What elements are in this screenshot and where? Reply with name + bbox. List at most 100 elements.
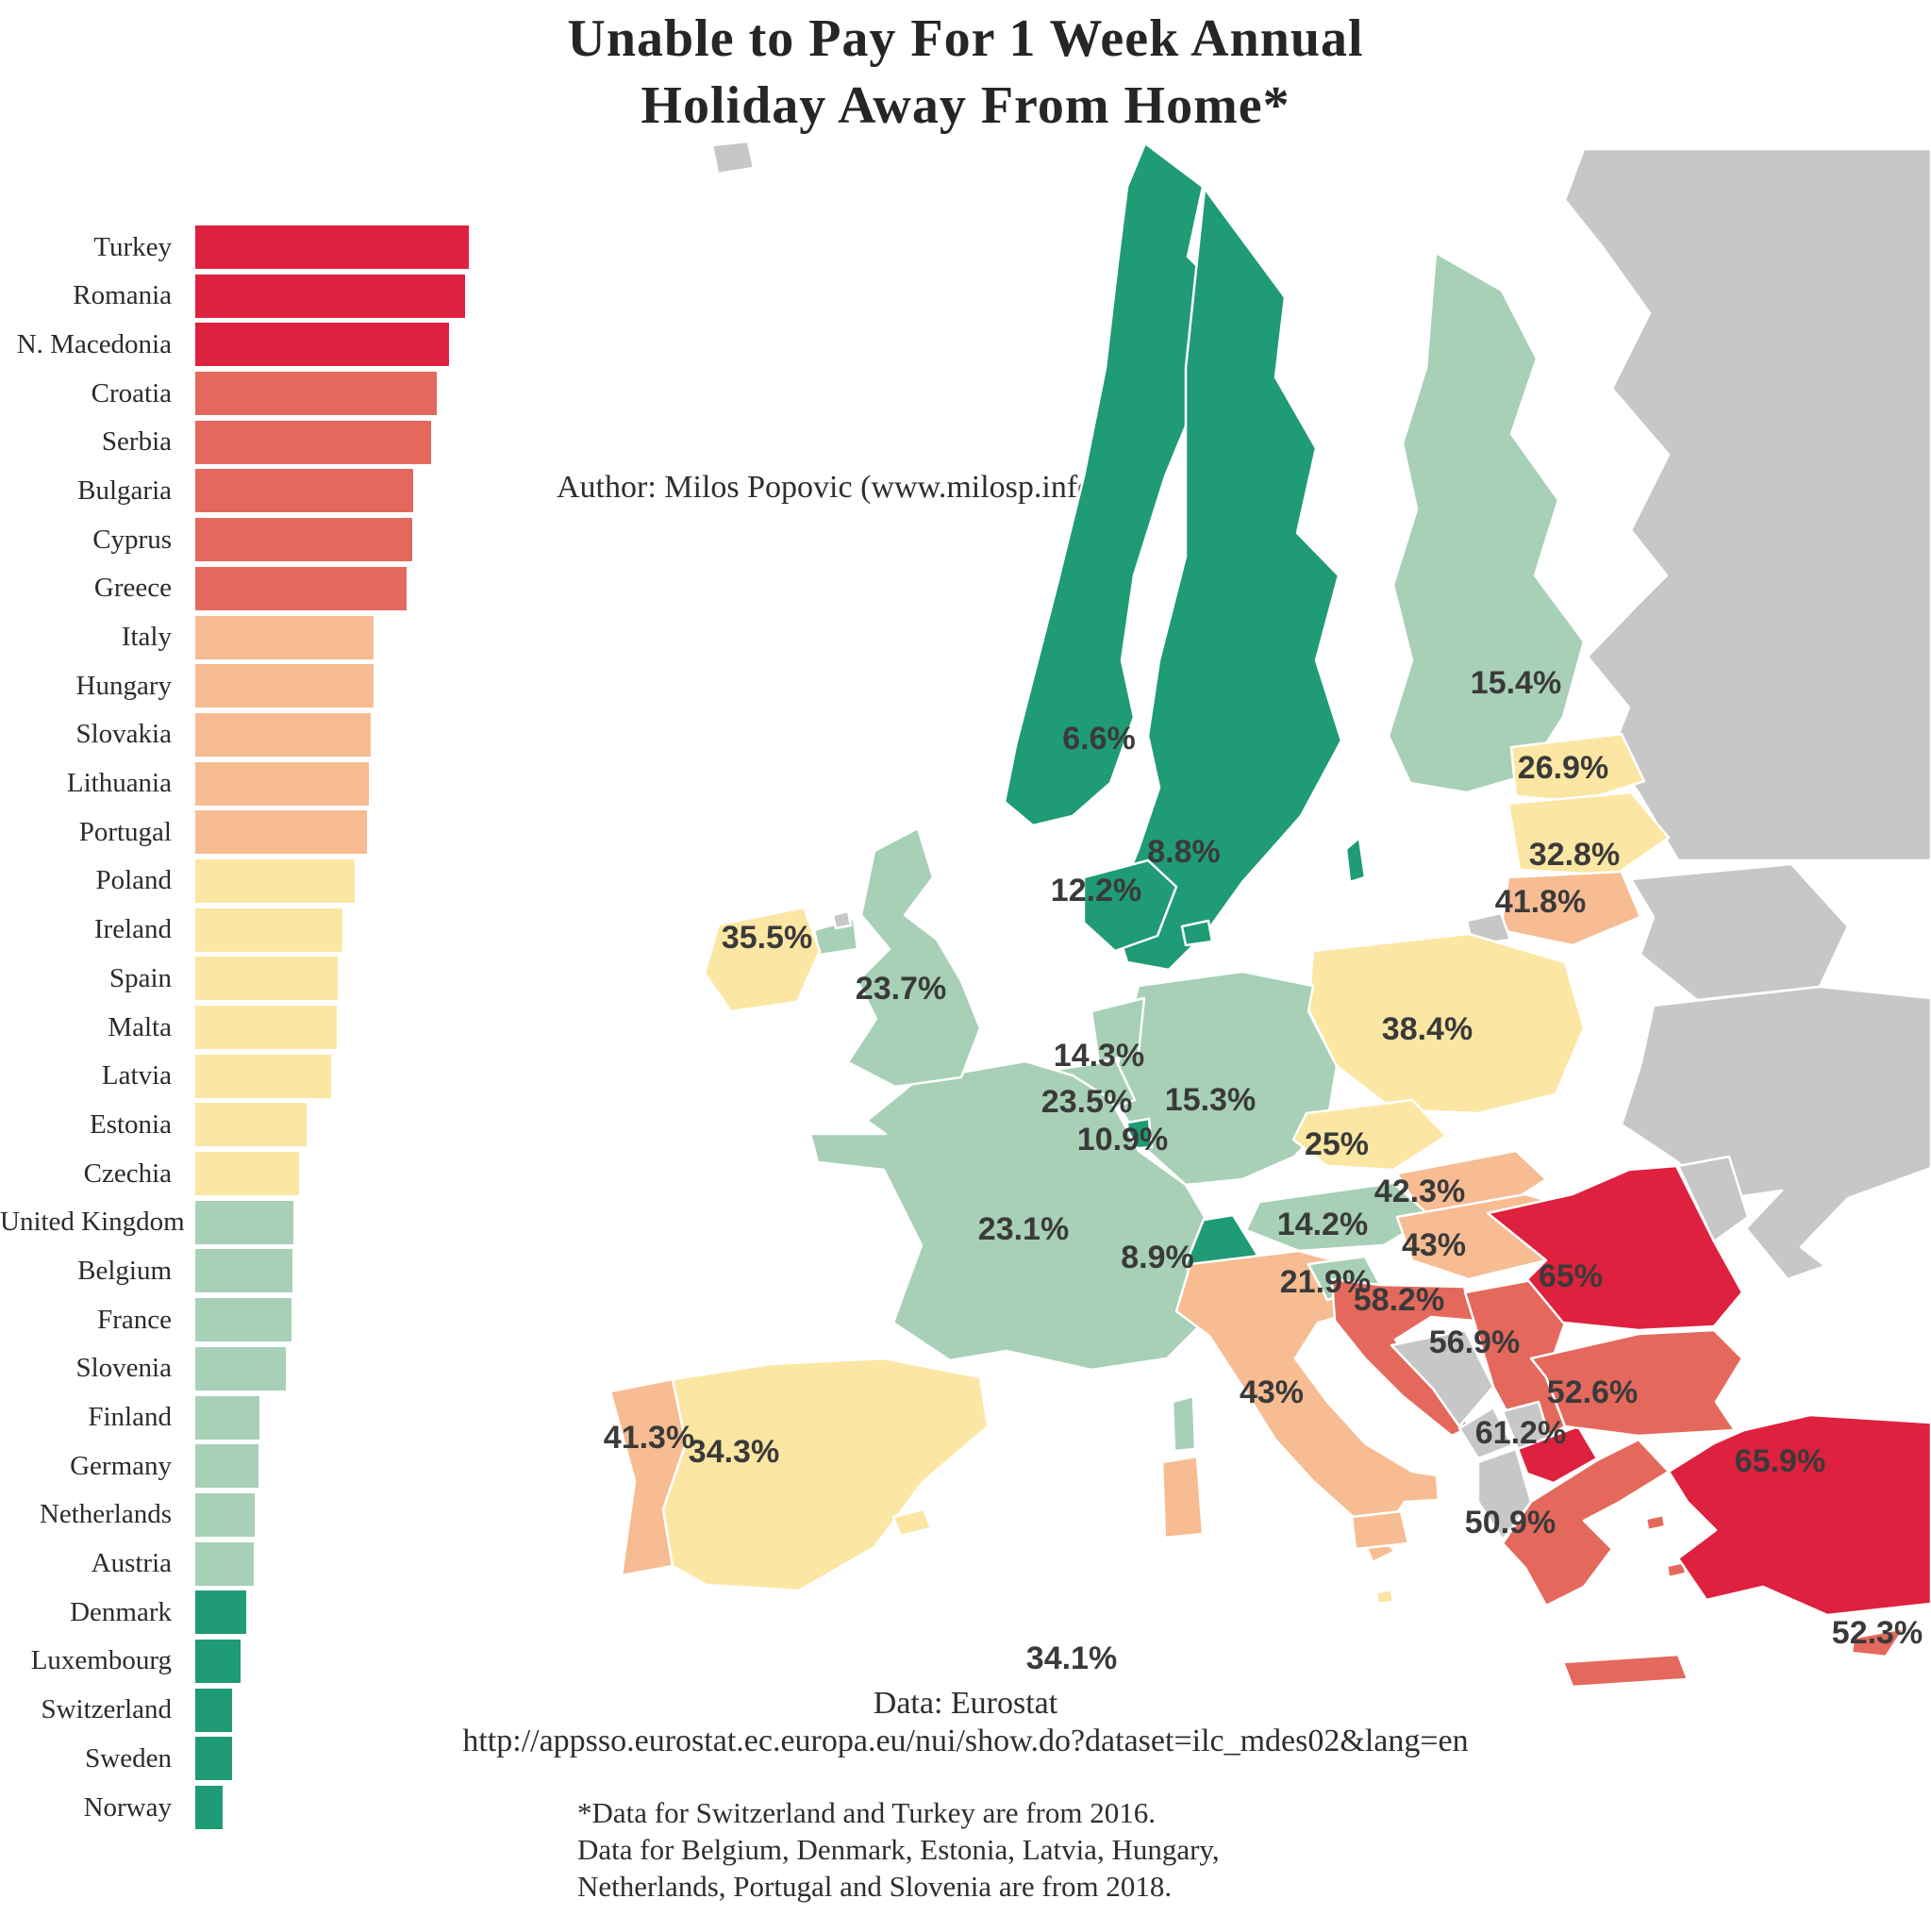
bar-label: Poland [95, 865, 172, 896]
bar-label: Ireland [93, 914, 172, 945]
bar-row: Slovakia [0, 712, 469, 757]
map-label-portugal: 41.3% [604, 1420, 694, 1456]
bar-row: Belgium [0, 1249, 469, 1293]
map-label-romania: 65% [1539, 1258, 1603, 1294]
map-label-finland: 15.4% [1471, 665, 1561, 701]
map-label-norway: 6.6% [1062, 721, 1136, 757]
author-credit: Author: Milos Popovic (www.milosp.info) [557, 470, 1105, 505]
bar-row: United Kingdom [0, 1200, 469, 1244]
map-label-hungary: 43% [1402, 1227, 1466, 1263]
bar [195, 1054, 332, 1098]
bar [195, 1298, 291, 1342]
country-estonia [1509, 732, 1646, 804]
bar-row: Greece [0, 566, 469, 610]
country-denmark [1082, 858, 1178, 953]
source-label: Data: Eurostat [873, 1686, 1058, 1721]
country-sweden [1110, 187, 1343, 972]
map-label-slovakia: 42.3% [1374, 1174, 1465, 1209]
bar-label: Croatia [91, 377, 172, 408]
bar [195, 420, 432, 464]
bar-label: Malta [108, 1011, 172, 1042]
bar [195, 664, 375, 708]
bar-row: Poland [0, 858, 469, 903]
bar [195, 1541, 255, 1586]
bar [195, 1492, 255, 1537]
bar [195, 1200, 294, 1244]
bar [195, 810, 367, 855]
bar-row: Austria [0, 1541, 469, 1586]
title-line2: Holiday Away From Home* [641, 75, 1290, 135]
bar [195, 225, 469, 269]
country-finland [1387, 251, 1586, 794]
map-label-luxembourg: 10.9% [1077, 1122, 1168, 1158]
bar [195, 1639, 241, 1683]
country-iceland [710, 140, 756, 175]
bar-label: Serbia [101, 426, 172, 458]
bar-row: Turkey [0, 225, 469, 269]
bar-row: Lithuania [0, 761, 469, 806]
country-greek-islands [1644, 1513, 1688, 1579]
country-france [808, 1059, 1207, 1372]
map-label-serbia: 56.9% [1429, 1324, 1520, 1360]
bar-row: Portugal [0, 810, 469, 855]
page-title: Unable to Pay For 1 Week Annual Holiday A… [0, 6, 1931, 139]
bar [195, 1395, 259, 1440]
bar-label: Finland [88, 1402, 172, 1432]
bar [195, 858, 355, 903]
country-sardinia [1160, 1455, 1205, 1540]
map-label-slovenia: 21.9% [1280, 1264, 1371, 1300]
map-label-turkey: 65.9% [1735, 1443, 1825, 1479]
map-label-estonia: 26.9% [1518, 750, 1608, 786]
map-label-belgium: 23.5% [1041, 1084, 1132, 1120]
bar-label: Spain [108, 962, 172, 993]
bar-row: Serbia [0, 420, 469, 464]
map-label-austria: 14.2% [1277, 1207, 1368, 1242]
map-label-switzerland: 8.9% [1121, 1240, 1194, 1275]
bar [195, 957, 338, 1001]
map-label-cyprus: 52.3% [1832, 1615, 1923, 1651]
source-url: http://appsso.eurostat.ec.europa.eu/nui/… [462, 1724, 1469, 1759]
bar-label: Slovakia [75, 719, 173, 750]
bar [195, 1346, 287, 1391]
bar-label: Estonia [90, 1108, 172, 1140]
bar-label: Turkey [93, 231, 172, 262]
country-netherlands [1090, 996, 1146, 1064]
bar-label: Switzerland [41, 1694, 172, 1725]
map-label-france: 23.1% [978, 1211, 1069, 1247]
map-label-united_kingdom: 23.7% [856, 971, 946, 1007]
country-malta [1374, 1588, 1395, 1606]
bar-row: Finland [0, 1395, 469, 1440]
bar [195, 518, 413, 562]
map-label-lithuania: 41.8% [1495, 884, 1586, 920]
bar [195, 274, 465, 318]
bar-row: Bulgaria [0, 469, 469, 513]
bar-row: Luxembourg [0, 1639, 469, 1683]
country-montenegro [1457, 1406, 1514, 1460]
bar-row: Sweden [0, 1737, 469, 1781]
map-label-ireland: 35.5% [722, 920, 812, 956]
country-spain [661, 1357, 990, 1592]
bar [195, 761, 369, 806]
bar-label: Netherlands [39, 1499, 172, 1530]
country-bulgaria [1529, 1328, 1744, 1438]
country-bosnia [1390, 1328, 1495, 1428]
country-ukraine [1620, 985, 1931, 1281]
country-czechia [1291, 1098, 1448, 1172]
data-source: Data: Eurostat http://appsso.eurostat.ec… [0, 1685, 1931, 1760]
country-russia [1563, 147, 1931, 862]
country-austria [1244, 1181, 1433, 1253]
country-crete [1561, 1653, 1690, 1689]
bar [195, 323, 450, 367]
bar-chart: Turkey Romania N. Macedonia Croatia Serbia Bu… [0, 225, 469, 1835]
bar-row: Hungary [0, 664, 469, 708]
country-gotland [1344, 836, 1367, 884]
country-denmark-isles [1180, 919, 1214, 947]
footnote-line2: Data for Belgium, Denmark, Estonia, Latv… [577, 1833, 1220, 1867]
country-corsica [1171, 1394, 1197, 1453]
bar-label: Belgium [77, 1255, 172, 1286]
country-belarus [1629, 862, 1850, 1002]
bar-row: Norway [0, 1786, 469, 1829]
country-united-kingdom [846, 826, 982, 1089]
country-latvia [1507, 791, 1671, 877]
